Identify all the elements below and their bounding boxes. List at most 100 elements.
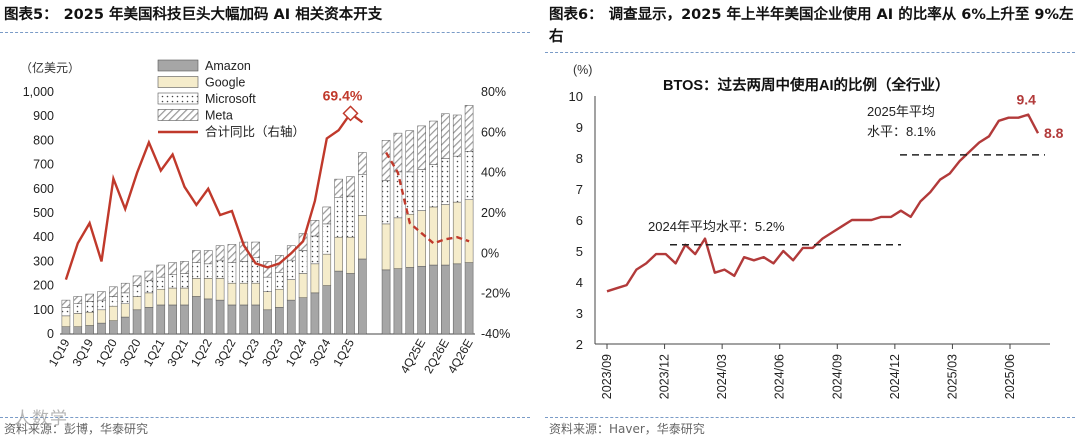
right-y-tick: 4	[576, 275, 583, 290]
left-y-tick: 300	[33, 254, 54, 268]
bar-meta	[156, 264, 166, 278]
left-y2-tick: 0%	[481, 246, 499, 260]
bar-meta	[441, 113, 450, 159]
label-last: 8.8	[1044, 125, 1064, 141]
btos-line	[606, 113, 1040, 293]
bar-amazon	[61, 326, 71, 335]
left-x-tick: 3Q21	[164, 336, 191, 369]
bar-google	[346, 236, 355, 274]
bar-google	[464, 199, 474, 263]
label-max: 9.4	[1016, 92, 1036, 108]
bar-amazon	[286, 299, 296, 335]
left-x-tick: 1Q20	[93, 336, 120, 369]
right-y-tick: 9	[576, 120, 583, 135]
left-y-tick: 0	[47, 327, 54, 341]
bar-microsoft	[109, 296, 118, 307]
legend-swatch-amazon	[157, 59, 199, 72]
right-figure-title: 图表6： 调查显示，2025 年上半年美国企业使用 AI 的比率从 6%上升至 9…	[549, 4, 1074, 48]
left-x-tick: 1Q24	[283, 336, 310, 369]
peak-label: 69.4%	[323, 87, 363, 103]
bar-microsoft	[417, 169, 426, 211]
bar-amazon	[192, 296, 201, 335]
right-y-tick: 6	[576, 213, 583, 228]
bar-microsoft	[322, 223, 332, 255]
left-source-divider	[0, 417, 530, 418]
bar-google	[109, 305, 118, 321]
bar-microsoft	[334, 197, 343, 238]
bar-google	[120, 303, 130, 318]
bar-microsoft	[73, 303, 83, 314]
left-y-tick: 800	[33, 133, 54, 147]
bar-amazon	[144, 307, 154, 335]
bar-meta	[168, 262, 177, 275]
bar-meta	[85, 293, 94, 302]
right-x-tick: 2025/06	[1003, 354, 1017, 399]
left-x-tick: 1Q25	[330, 336, 357, 369]
bar-microsoft	[85, 301, 94, 313]
btos-chart: (%) 2 3 4 5 6 7 8 9 10 BTOS：过去两周中使用AI的比例（全行业） 2023/…	[569, 63, 1064, 399]
bar-amazon	[358, 258, 367, 335]
legend-label-meta: Meta	[205, 109, 233, 123]
bar-meta	[322, 206, 332, 225]
bar-meta	[452, 114, 462, 157]
left-x-tick: 3Q19	[69, 336, 96, 369]
bar-microsoft	[61, 307, 71, 317]
bar-amazon	[85, 325, 94, 335]
left-y-tick: 1,000	[23, 85, 54, 99]
left-figure-number: 图表5：	[4, 7, 58, 23]
left-x-tick: 3Q23	[259, 336, 286, 369]
bar-google	[298, 273, 308, 298]
bar-google	[168, 287, 177, 306]
legend-label-google: Google	[205, 76, 245, 90]
right-y-tick: 10	[569, 89, 583, 104]
right-figure-number: 图表6：	[549, 7, 603, 23]
bar-amazon	[263, 309, 272, 335]
left-figure-title: 图表5： 2025 年美国科技巨头大幅加码 AI 相关资本开支	[4, 4, 382, 26]
right-title-divider	[545, 52, 1075, 53]
right-y-tick: 7	[576, 182, 583, 197]
bar-amazon	[227, 304, 237, 335]
bar-meta	[73, 296, 83, 304]
left-title-divider	[0, 32, 530, 33]
bar-microsoft	[310, 235, 320, 265]
left-x-tick: 1Q19	[46, 336, 73, 369]
bar-microsoft	[464, 151, 474, 200]
left-unit-label: （亿美元）	[20, 60, 80, 75]
capex-chart: （亿美元） 0 100 200 300 400 500 600 700 800 900 1,000 -4…	[20, 59, 510, 376]
yoy-line	[64, 111, 364, 280]
bar-amazon	[393, 268, 403, 335]
watermark: 人数学	[14, 409, 68, 429]
bar-microsoft	[263, 276, 272, 292]
bar-amazon	[310, 292, 320, 335]
bar-microsoft	[358, 174, 367, 216]
right-source: 资料来源：Haver，华泰研究	[549, 422, 705, 436]
bar-amazon	[334, 270, 343, 335]
bar-google	[275, 288, 284, 308]
bar-amazon	[203, 298, 213, 335]
right-x-tick: 2024/03	[715, 354, 729, 399]
bar-amazon	[215, 299, 225, 335]
bar-amazon	[168, 304, 177, 335]
bar-meta	[192, 250, 201, 263]
yoy-line-forecast	[385, 151, 470, 245]
bar-amazon	[132, 309, 142, 335]
annotation-2025-line1: 2025年平均	[867, 104, 935, 119]
bar-meta	[132, 275, 142, 286]
bar-microsoft	[429, 164, 438, 208]
bar-google	[263, 291, 272, 311]
bar-meta	[417, 125, 426, 170]
legend-swatch-meta	[157, 109, 199, 121]
left-y2-tick: -40%	[481, 327, 510, 341]
bar-meta	[61, 299, 71, 308]
bar-google	[144, 292, 154, 308]
bar-meta	[120, 282, 130, 294]
bar-meta	[203, 250, 213, 265]
right-figure-title-text: 调查显示，2025 年上半年美国企业使用 AI 的比率从 6%上升至 9%左右	[549, 7, 1074, 45]
right-x-tick: 2023/12	[658, 354, 672, 399]
bar-google	[97, 309, 106, 324]
bar-google	[203, 278, 213, 300]
bar-meta	[144, 270, 154, 282]
left-x-tick: 1Q21	[141, 336, 168, 369]
bar-amazon	[417, 265, 426, 335]
left-y-tick: 100	[33, 303, 54, 317]
